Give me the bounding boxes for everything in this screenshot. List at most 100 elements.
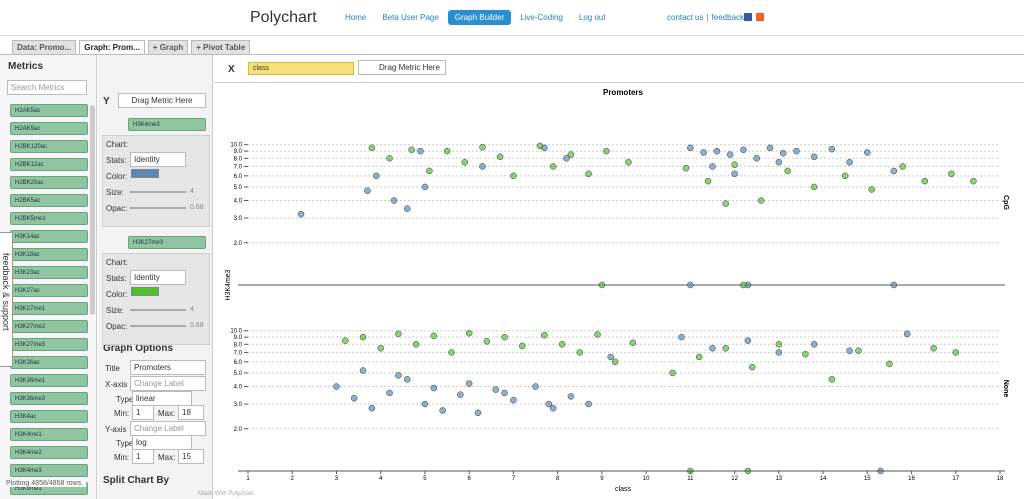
nav-link[interactable]: Beta User Page: [382, 13, 439, 22]
y-axis-input[interactable]: Change Label: [130, 421, 206, 436]
tab[interactable]: + Pivot Table: [191, 40, 251, 54]
y-drop[interactable]: Drag Metric Here: [118, 93, 206, 108]
metric-pill[interactable]: H3K14ac: [10, 230, 88, 243]
x-drop[interactable]: Drag Metric Here: [358, 60, 446, 75]
metric-pill[interactable]: H2BK12ac: [10, 158, 88, 171]
metric-pill[interactable]: H3K27ac: [10, 284, 88, 297]
metric-pill[interactable]: H3K36ac: [10, 356, 88, 369]
point: [970, 177, 977, 185]
point: [810, 341, 818, 348]
point: [368, 405, 376, 412]
layer-chart-label: Chart:: [106, 258, 128, 267]
x-metric[interactable]: class: [248, 62, 354, 75]
nav-link[interactable]: Log out: [578, 13, 606, 22]
point: [576, 349, 584, 356]
color-swatch[interactable]: [131, 287, 159, 296]
stat-select[interactable]: Identity: [130, 152, 186, 167]
x-tick-label: 7: [512, 476, 516, 482]
facebook-icon[interactable]: [744, 13, 752, 21]
metric-pill[interactable]: H3K36me1: [10, 374, 88, 387]
size-slider[interactable]: [130, 191, 186, 193]
point: [611, 358, 619, 366]
point: [536, 142, 544, 150]
nav-link[interactable]: Live-Coding: [520, 13, 563, 22]
metric-pill[interactable]: H3K27me2: [10, 320, 88, 333]
point: [373, 172, 380, 180]
point: [545, 400, 553, 408]
point: [377, 344, 384, 352]
x-min-input[interactable]: 1: [132, 405, 154, 420]
search-input[interactable]: Search Metrics: [7, 80, 87, 95]
header-link[interactable]: feedback: [711, 13, 745, 22]
x-axis-label: X-axis: [105, 380, 128, 389]
metric-pill[interactable]: H2BK5me1: [10, 212, 88, 225]
y-tick-label: 5.0: [234, 371, 243, 377]
size-value: 4: [190, 188, 194, 195]
point: [510, 172, 517, 180]
metric-pill[interactable]: H2BK5ac: [10, 194, 88, 207]
metric-pill[interactable]: H2BK20ac: [10, 176, 88, 189]
metric-pill[interactable]: H3K4ac: [10, 410, 88, 423]
blog-icon[interactable]: [756, 13, 764, 21]
nav-bar: Home Beta User Page Graph Builder Live-Codi…: [338, 10, 613, 25]
point: [333, 383, 340, 390]
y-min-label: Min:: [114, 453, 130, 462]
point: [439, 407, 446, 414]
point: [775, 349, 783, 356]
y-type-select[interactable]: log: [132, 435, 192, 450]
y-tick-label: 2.0: [234, 241, 243, 247]
point: [784, 167, 791, 175]
header-link[interactable]: contact us: [667, 13, 704, 22]
opac-value: 0.68: [190, 322, 204, 329]
metric-pill[interactable]: H3K27me3: [10, 338, 88, 351]
metric-pill[interactable]: H3K4me2: [10, 446, 88, 459]
tab[interactable]: Data: Promo...: [12, 40, 77, 54]
layer-box: [102, 135, 210, 227]
x-type-select[interactable]: linear: [132, 391, 192, 406]
point: [625, 158, 632, 166]
metric-pill[interactable]: H3K36me3: [10, 392, 88, 405]
point: [541, 331, 548, 339]
opac-slider[interactable]: [130, 207, 186, 209]
feedback-label[interactable]: feedback & support: [1, 253, 11, 331]
point: [585, 400, 592, 408]
size-slider[interactable]: [130, 309, 186, 311]
metric-pill[interactable]: H3K27me1: [10, 302, 88, 315]
nav-link[interactable]: Home: [345, 13, 367, 22]
point: [810, 153, 818, 161]
layer-metric[interactable]: H3K4me3: [128, 118, 206, 131]
layer-metric[interactable]: H3K27me3: [128, 236, 206, 249]
scrollbar[interactable]: [90, 105, 95, 315]
x-tick-label: 4: [379, 476, 383, 482]
tab[interactable]: + Graph: [147, 40, 189, 54]
header-link[interactable]: |: [706, 13, 709, 22]
color-swatch[interactable]: [131, 169, 159, 178]
x-tick-label: 9: [600, 476, 604, 482]
point: [567, 151, 575, 158]
point: [364, 187, 371, 194]
metric-pill[interactable]: H3K23ac: [10, 266, 88, 279]
metric-pill[interactable]: H3K18ac: [10, 248, 88, 261]
point: [740, 146, 747, 154]
metric-pill[interactable]: H2AK9ac: [10, 122, 88, 135]
point: [682, 164, 690, 172]
stat-select[interactable]: Identity: [130, 270, 186, 285]
size-value: 4: [190, 306, 194, 313]
x-axis-input[interactable]: Change Label: [130, 376, 206, 391]
layer-stats-label: Stats:: [106, 274, 127, 283]
y-max-input[interactable]: 15: [178, 449, 204, 464]
y-min-input[interactable]: 1: [132, 449, 154, 464]
x-max-input[interactable]: 18: [178, 405, 204, 420]
point: [417, 147, 424, 155]
metric-pill[interactable]: H3K4me1: [10, 428, 88, 441]
tab[interactable]: Graph: Prom...: [79, 40, 145, 54]
nav-link[interactable]: Graph Builder: [447, 10, 512, 25]
feedback-tab[interactable]: feedback & support: [0, 232, 13, 367]
metric-pill[interactable]: H2BK120ac: [10, 140, 88, 153]
metric-pill[interactable]: H3K4me3: [10, 464, 88, 477]
point: [483, 338, 491, 345]
title-input[interactable]: Promoters: [130, 360, 206, 375]
metric-pill[interactable]: H2AK5ac: [10, 104, 88, 117]
opac-slider[interactable]: [130, 325, 186, 327]
logo[interactable]: Polychart: [250, 9, 317, 26]
